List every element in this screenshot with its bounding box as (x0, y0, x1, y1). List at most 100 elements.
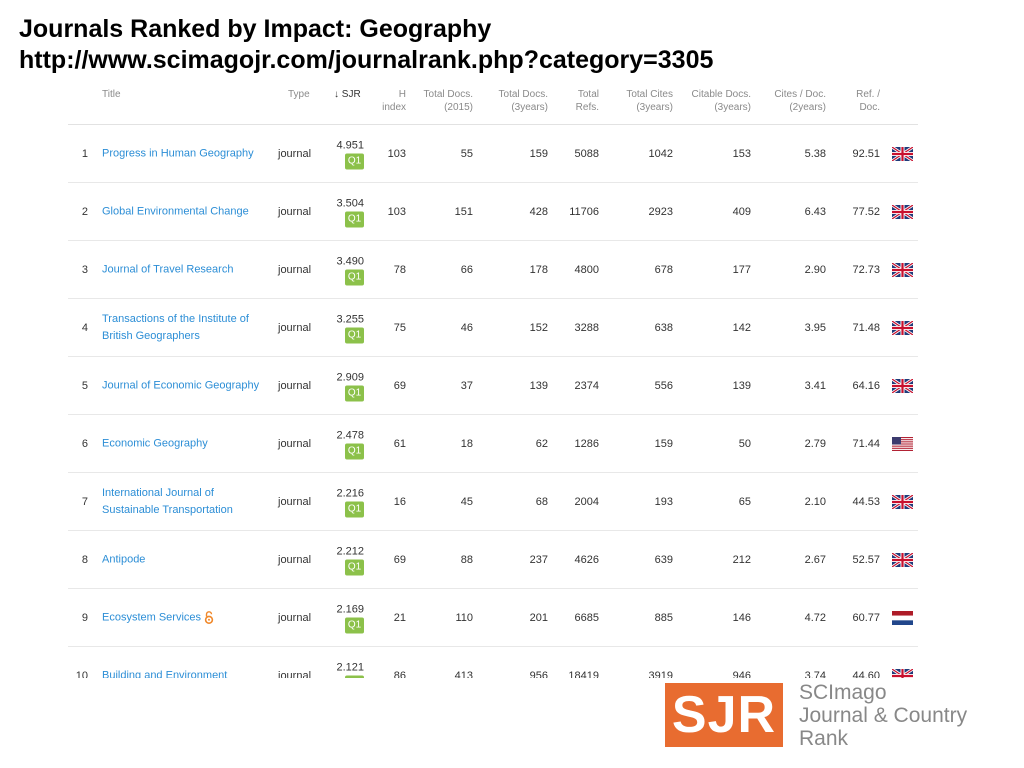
rank-number: 4 (81, 321, 88, 334)
header-total-docs-3years[interactable]: Total Docs. (3years) (498, 89, 548, 113)
cell-h-index: 61 (393, 437, 406, 450)
rank-number: 1 (81, 147, 88, 160)
journal-title-line: Journal of Travel Research (102, 263, 234, 275)
cell-total-cites-3y: 885 (654, 611, 673, 624)
cell-total-refs: 2374 (574, 379, 599, 392)
cell-total-docs-3y: 152 (529, 321, 548, 334)
sjr-value: 2.478 (336, 429, 364, 441)
journal-title-line: International Journal of (102, 486, 214, 499)
header-total-cites-3years[interactable]: Total Cites (3years) (626, 89, 673, 113)
sjr-value: 4.951 (336, 139, 364, 151)
slide-url: http://www.scimagojr.com/journalrank.php… (19, 46, 714, 74)
cell-ref-per-doc: 72.73 (852, 263, 880, 276)
header-total-refs[interactable]: Total Refs. (575, 89, 599, 113)
journal-title-link[interactable]: Antipode (102, 551, 262, 568)
cell-total-docs-2015: 110 (455, 611, 473, 624)
sjr-value: 2.169 (336, 603, 364, 615)
cell-h-index: 75 (393, 321, 406, 334)
journal-title-line: Sustainable Transportation (102, 503, 233, 516)
journal-title-line: Antipode (102, 553, 146, 565)
header-citable-docs-3years[interactable]: Citable Docs. (3years) (691, 89, 751, 113)
sjr-cell: 2.121 Q1 (330, 660, 364, 678)
quartile-badge: Q1 (345, 269, 364, 285)
type-cell: journal (278, 263, 312, 276)
sjr-cell: 4.951 Q1 (330, 138, 364, 169)
sjr-value: 2.909 (336, 371, 364, 383)
cell-cites-per-doc: 6.43 (804, 205, 826, 218)
journal-title-line: Global Environmental Change (102, 205, 249, 217)
rank-number: 5 (81, 379, 88, 392)
journal-title-link[interactable]: Progress in Human Geography (102, 145, 262, 162)
header-ref-per-doc[interactable]: Ref. / Doc. (856, 89, 880, 113)
table-row: 9 Ecosystem Services journal 2.169 Q1 21 110 20… (68, 589, 918, 647)
journal-title-link[interactable]: Building and Environment (102, 667, 262, 678)
cell-citable-docs-3y: 139 (732, 379, 751, 392)
cell-total-docs-2015: 151 (454, 205, 473, 218)
uk-flag-icon (891, 667, 914, 678)
table-row: 5 Journal of Economic Geography journal 2.9… (68, 357, 918, 415)
journal-title-link[interactable]: International Journal of Sustainable Tran… (102, 485, 262, 519)
uk-flag-icon (891, 493, 914, 510)
header-type[interactable]: Type (288, 89, 310, 100)
cell-cites-per-doc: 3.95 (804, 321, 826, 334)
rank-number: 9 (81, 611, 88, 624)
type-cell: journal (278, 553, 312, 566)
quartile-badge: Q1 (345, 153, 364, 169)
cell-h-index: 86 (393, 669, 406, 679)
sjr-cell: 3.504 Q1 (330, 196, 364, 227)
cell-cites-per-doc: 2.79 (804, 437, 826, 450)
journal-title-link[interactable]: Economic Geography (102, 435, 262, 452)
header-title[interactable]: Title (102, 89, 121, 100)
journal-title-link[interactable]: Global Environmental Change (102, 203, 262, 220)
journal-title-link[interactable]: Ecosystem Services (102, 609, 262, 626)
cell-h-index: 21 (393, 611, 406, 624)
cell-cites-per-doc: 4.72 (804, 611, 826, 624)
cell-citable-docs-3y: 142 (732, 321, 751, 334)
netherlands-flag-icon (892, 610, 913, 625)
sjr-value: 3.504 (336, 197, 364, 209)
sjr-value: 3.255 (336, 313, 364, 325)
type-cell: journal (278, 437, 312, 450)
cell-total-cites-3y: 2923 (648, 205, 673, 218)
header-total-docs-2015[interactable]: Total Docs. (2015) (423, 89, 473, 113)
cell-cites-per-doc: 5.38 (804, 147, 826, 160)
quartile-badge: Q1 (345, 327, 364, 343)
journal-title-link[interactable]: Journal of Travel Research (102, 261, 262, 278)
quartile-badge: Q1 (345, 617, 364, 633)
journal-title-link[interactable]: Journal of Economic Geography (102, 377, 262, 394)
rank-number: 10 (75, 669, 88, 679)
type-cell: journal (278, 611, 312, 624)
cell-total-docs-2015: 18 (460, 437, 473, 450)
journal-title-link[interactable]: Transactions of the Institute of British … (102, 311, 262, 345)
type-cell: journal (278, 205, 312, 218)
cell-total-docs-3y: 62 (535, 437, 548, 450)
uk-flag-icon (891, 551, 914, 568)
cell-total-docs-3y: 159 (529, 147, 548, 160)
cell-total-refs: 11706 (569, 205, 599, 218)
sjr-cell: 2.909 Q1 (330, 370, 364, 401)
type-cell: journal (278, 669, 312, 679)
cell-total-cites-3y: 639 (654, 553, 673, 566)
table-row: 2 Global Environmental Change journal 3.504… (68, 183, 918, 241)
sjr-cell: 2.212 Q1 (330, 544, 364, 575)
cell-total-docs-2015: 66 (460, 263, 473, 276)
quartile-badge: Q1 (345, 675, 364, 678)
table-row: 4 Transactions of the Institute of British… (68, 299, 918, 357)
header-sjr[interactable]: ↓ SJR (334, 89, 361, 100)
cell-h-index: 103 (387, 147, 406, 160)
cell-total-docs-3y: 237 (529, 553, 548, 566)
cell-total-docs-3y: 201 (529, 611, 548, 624)
cell-ref-per-doc: 64.16 (852, 379, 880, 392)
cell-total-docs-3y: 178 (529, 263, 548, 276)
table-row: 10 Building and Environment journal 2.121 Q1… (68, 647, 918, 678)
cell-h-index: 16 (393, 495, 406, 508)
quartile-badge: Q1 (345, 385, 364, 401)
cell-total-refs: 4800 (574, 263, 599, 276)
header-cites-per-doc[interactable]: Cites / Doc. (2years) (774, 89, 826, 113)
cell-h-index: 69 (393, 553, 406, 566)
uk-flag-icon (891, 145, 914, 162)
cell-citable-docs-3y: 153 (732, 147, 751, 160)
